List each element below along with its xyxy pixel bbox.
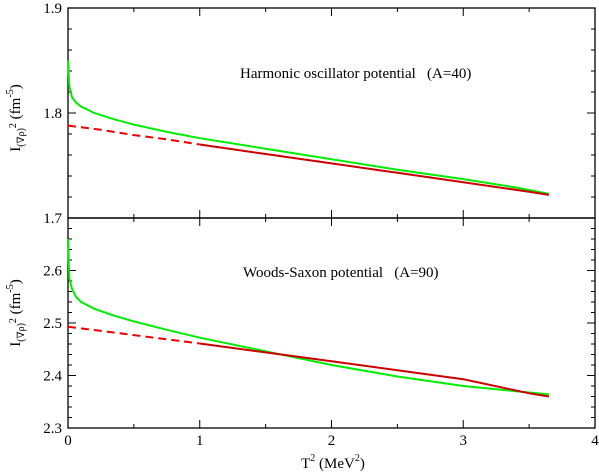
x-tick-label: 0	[64, 433, 72, 449]
top-series-0-line	[67, 60, 550, 195]
top-y-axis-label: I(∇ρ)2 (fm-5)	[5, 84, 27, 151]
top-ytick-label: 1.7	[43, 211, 62, 227]
bottom-panel: 2.3 2.4 2.5 2.6 0 1 2 3 4	[43, 217, 599, 449]
top-panel-annotation: Harmonic oscillator potential (A=40)	[240, 66, 471, 82]
ylabel-sub: (∇ρ)	[16, 128, 27, 147]
top-series-1-line	[67, 124, 200, 146]
top-series-2-line	[199, 143, 550, 196]
bottom-plot-frame	[67, 217, 596, 429]
ylabel-sub-sup: 2	[8, 123, 19, 128]
ylabel-main: I	[8, 342, 24, 347]
ylabel-unit-open: (fm	[8, 292, 24, 318]
ylabel-sub-sup: 2	[8, 318, 19, 323]
bottom-y-axis-label: I(∇ρ)2 (fm-5)	[5, 279, 27, 346]
x-tick-label: 2	[328, 433, 336, 449]
ylabel-unit-open: (fm	[8, 97, 24, 123]
top-panel: 1.7 1.8 1.9	[43, 1, 596, 227]
bottom-series-2-line	[199, 342, 550, 398]
ylabel-unit-close: )	[8, 279, 24, 284]
bottom-ytick-label: 2.3	[43, 421, 62, 437]
xlabel-unit-close: )	[360, 456, 365, 472]
xlabel-unit-sup: 2	[355, 453, 360, 464]
bottom-ytick-label: 2.6	[43, 264, 62, 280]
xlabel-unit-open: (MeV	[315, 456, 355, 472]
x-tick-label: 1	[196, 433, 204, 449]
bottom-series-1-line	[67, 325, 200, 345]
xlabel-main: T	[301, 456, 310, 472]
xlabel-sup: 2	[310, 453, 315, 464]
bottom-ytick-label: 2.4	[43, 369, 62, 385]
ylabel-unit-close: )	[8, 84, 24, 89]
bottom-ytick-label: 2.5	[43, 316, 62, 332]
ylabel-sub: (∇ρ)	[16, 323, 27, 342]
x-tick-label: 4	[591, 433, 599, 449]
top-ytick-label: 1.8	[43, 106, 62, 122]
x-axis-label: T2 (MeV2)	[301, 453, 365, 472]
ylabel-main: I	[8, 147, 24, 152]
top-ytick-label: 1.9	[43, 1, 62, 17]
ylabel-unit-sup: -5	[5, 89, 16, 97]
bottom-series-0-line	[67, 238, 549, 396]
ylabel-unit-sup: -5	[5, 284, 16, 292]
x-tick-label: 3	[460, 433, 468, 449]
bottom-panel-annotation: Woods-Saxon potential (A=90)	[243, 265, 439, 281]
